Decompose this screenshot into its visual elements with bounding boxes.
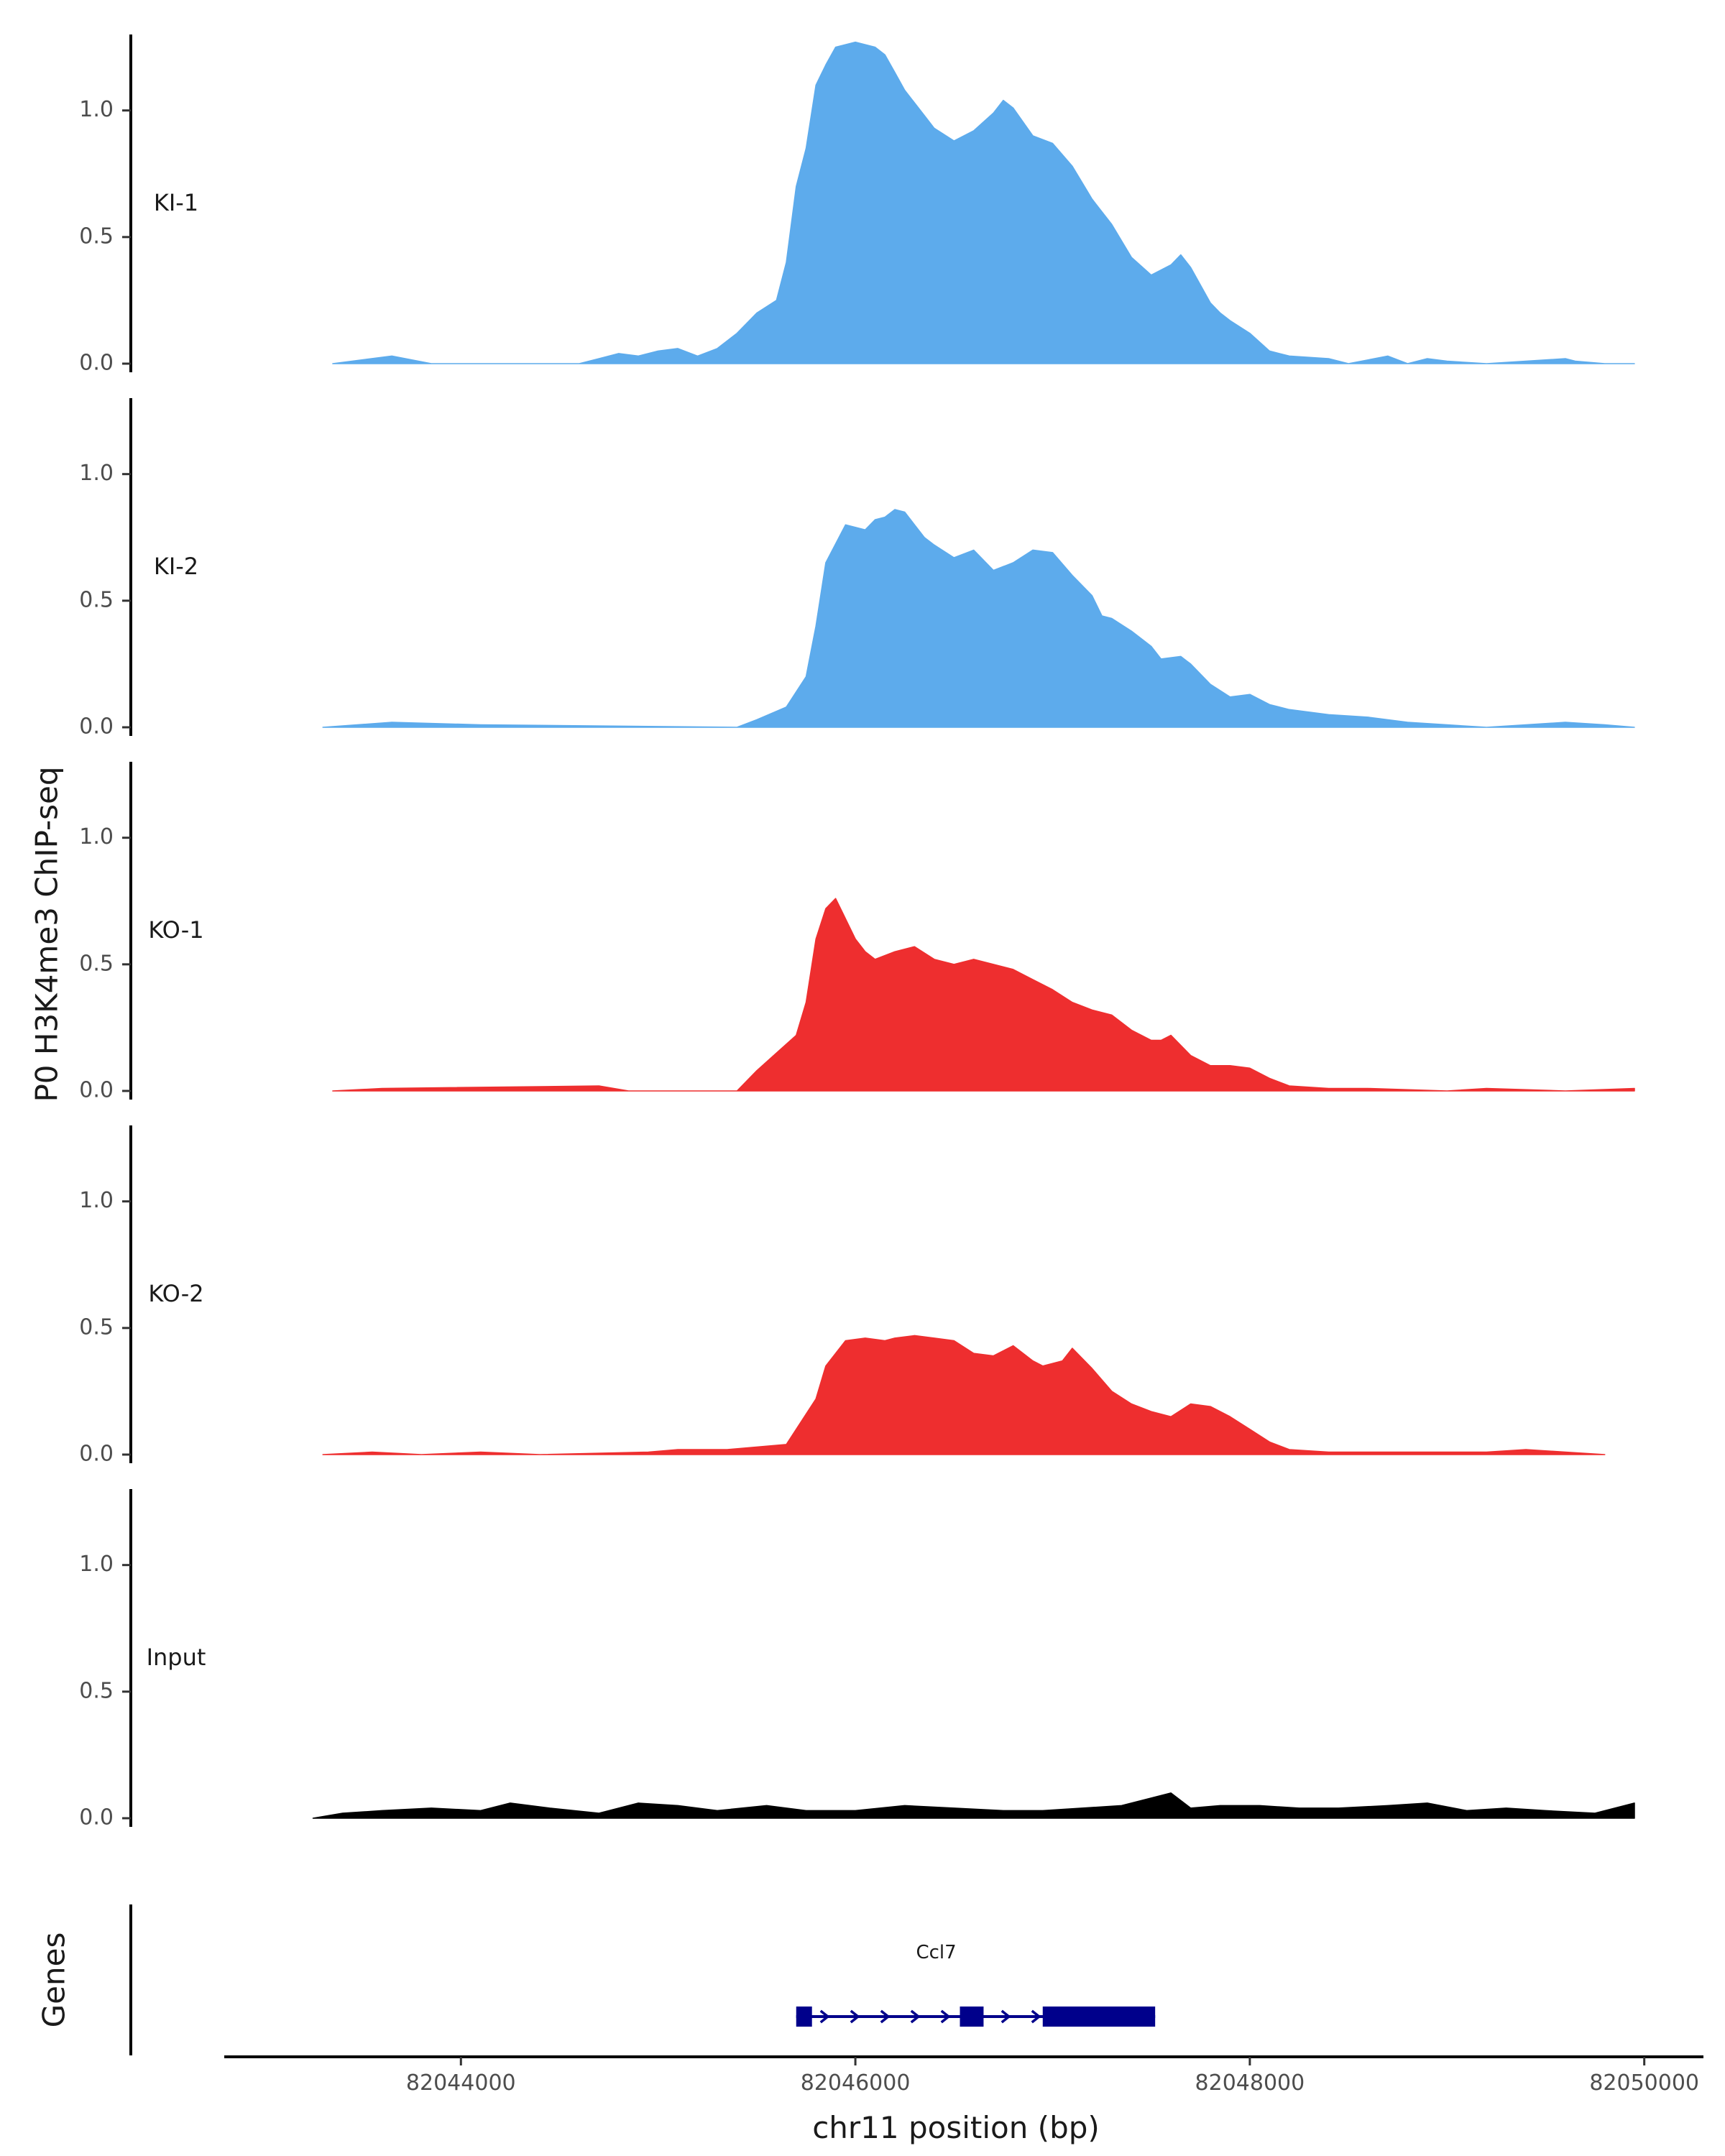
y-tick-label-input-1: 0.5 [79, 1678, 114, 1703]
x-axis: 82044000 82046000 82048000 82050000 [224, 2055, 1703, 2096]
gene-exon-1 [796, 2007, 812, 2027]
x-tick-label-2: 82048000 [1195, 2070, 1305, 2096]
y-tick-label-ki-1-1: 0.5 [79, 224, 114, 249]
track-label-input: Input [147, 1644, 206, 1671]
strand-arrow-icon [1000, 2009, 1011, 2024]
y-tick-label-ko-1-0: 0.0 [79, 1078, 114, 1103]
y-tick-label-ki-1-0: 0.0 [79, 351, 114, 376]
track-label-ki-2: KI-2 [154, 553, 198, 580]
y-tick-label-input-0: 0.0 [79, 1805, 114, 1830]
gene-exon-3 [1042, 2007, 1156, 2027]
track-label-ki-1: KI-1 [154, 189, 198, 216]
x-axis-title: chr11 position (bp) [812, 2110, 1100, 2145]
genes-track-title: Genes [37, 1932, 72, 2028]
y-tick-label-ki-2-2: 1.0 [79, 461, 114, 486]
signal-area-ko-2 [322, 1335, 1606, 1455]
tracks: 0.00.51.0KI-10.00.51.0KI-20.00.51.0KO-10… [79, 34, 1635, 1830]
gene-exon-2 [960, 2007, 984, 2027]
track-ko-2: 0.0 0.5 1.0 KO-2 [79, 1125, 1606, 1467]
strand-arrow-icon [940, 2009, 951, 2024]
strand-arrow-icon [819, 2009, 830, 2024]
y-tick-label-ko-2-2: 1.0 [79, 1188, 114, 1213]
gene-name-ccl7: Ccl7 [916, 1942, 956, 1963]
x-tick-label-1: 82046000 [801, 2070, 911, 2096]
y-tick-label-ko-2-1: 0.5 [79, 1314, 114, 1340]
strand-arrow-icon [910, 2009, 921, 2024]
track-ki-2: 0.0 0.5 1.0 KI-2 [79, 398, 1635, 740]
y-tick-label-ki-1-2: 1.0 [79, 97, 114, 122]
y-tick-label-ko-1-1: 0.5 [79, 951, 114, 976]
track-input: 0.0 0.5 1.0 Input [79, 1489, 1635, 1830]
strand-arrow-icon [1031, 2009, 1041, 2024]
y-tick-label-ko-1-2: 1.0 [79, 824, 114, 849]
track-ki-1: 0.0 0.5 1.0 KI-1 [79, 34, 1635, 376]
gene-model-ccl7 [796, 2007, 1156, 2027]
x-tick-label-0: 82044000 [406, 2070, 516, 2096]
track-label-ko-2: KO-2 [148, 1280, 203, 1307]
x-tick-label-3: 82050000 [1589, 2070, 1699, 2096]
track-label-ko-1: KO-1 [148, 916, 203, 944]
track-ko-1: 0.0 0.5 1.0 KO-1 [79, 762, 1635, 1103]
gene-track: Genes Ccl7 [37, 1904, 1156, 2055]
y-tick-label-ki-2-0: 0.0 [79, 714, 114, 740]
signal-area-input [312, 1792, 1635, 1819]
signal-area-ki-1 [332, 41, 1635, 364]
y-tick-label-ko-2-0: 0.0 [79, 1442, 114, 1467]
y-tick-label-input-2: 1.0 [79, 1552, 114, 1577]
strand-arrow-icon [880, 2009, 891, 2024]
y-axis-title: P0 H3K4me3 ChIP-seq [29, 766, 65, 1102]
strand-arrow-icon [850, 2009, 860, 2024]
y-tick-label-ki-2-1: 0.5 [79, 587, 114, 612]
signal-area-ki-2 [322, 509, 1635, 728]
signal-area-ko-1 [332, 898, 1635, 1092]
